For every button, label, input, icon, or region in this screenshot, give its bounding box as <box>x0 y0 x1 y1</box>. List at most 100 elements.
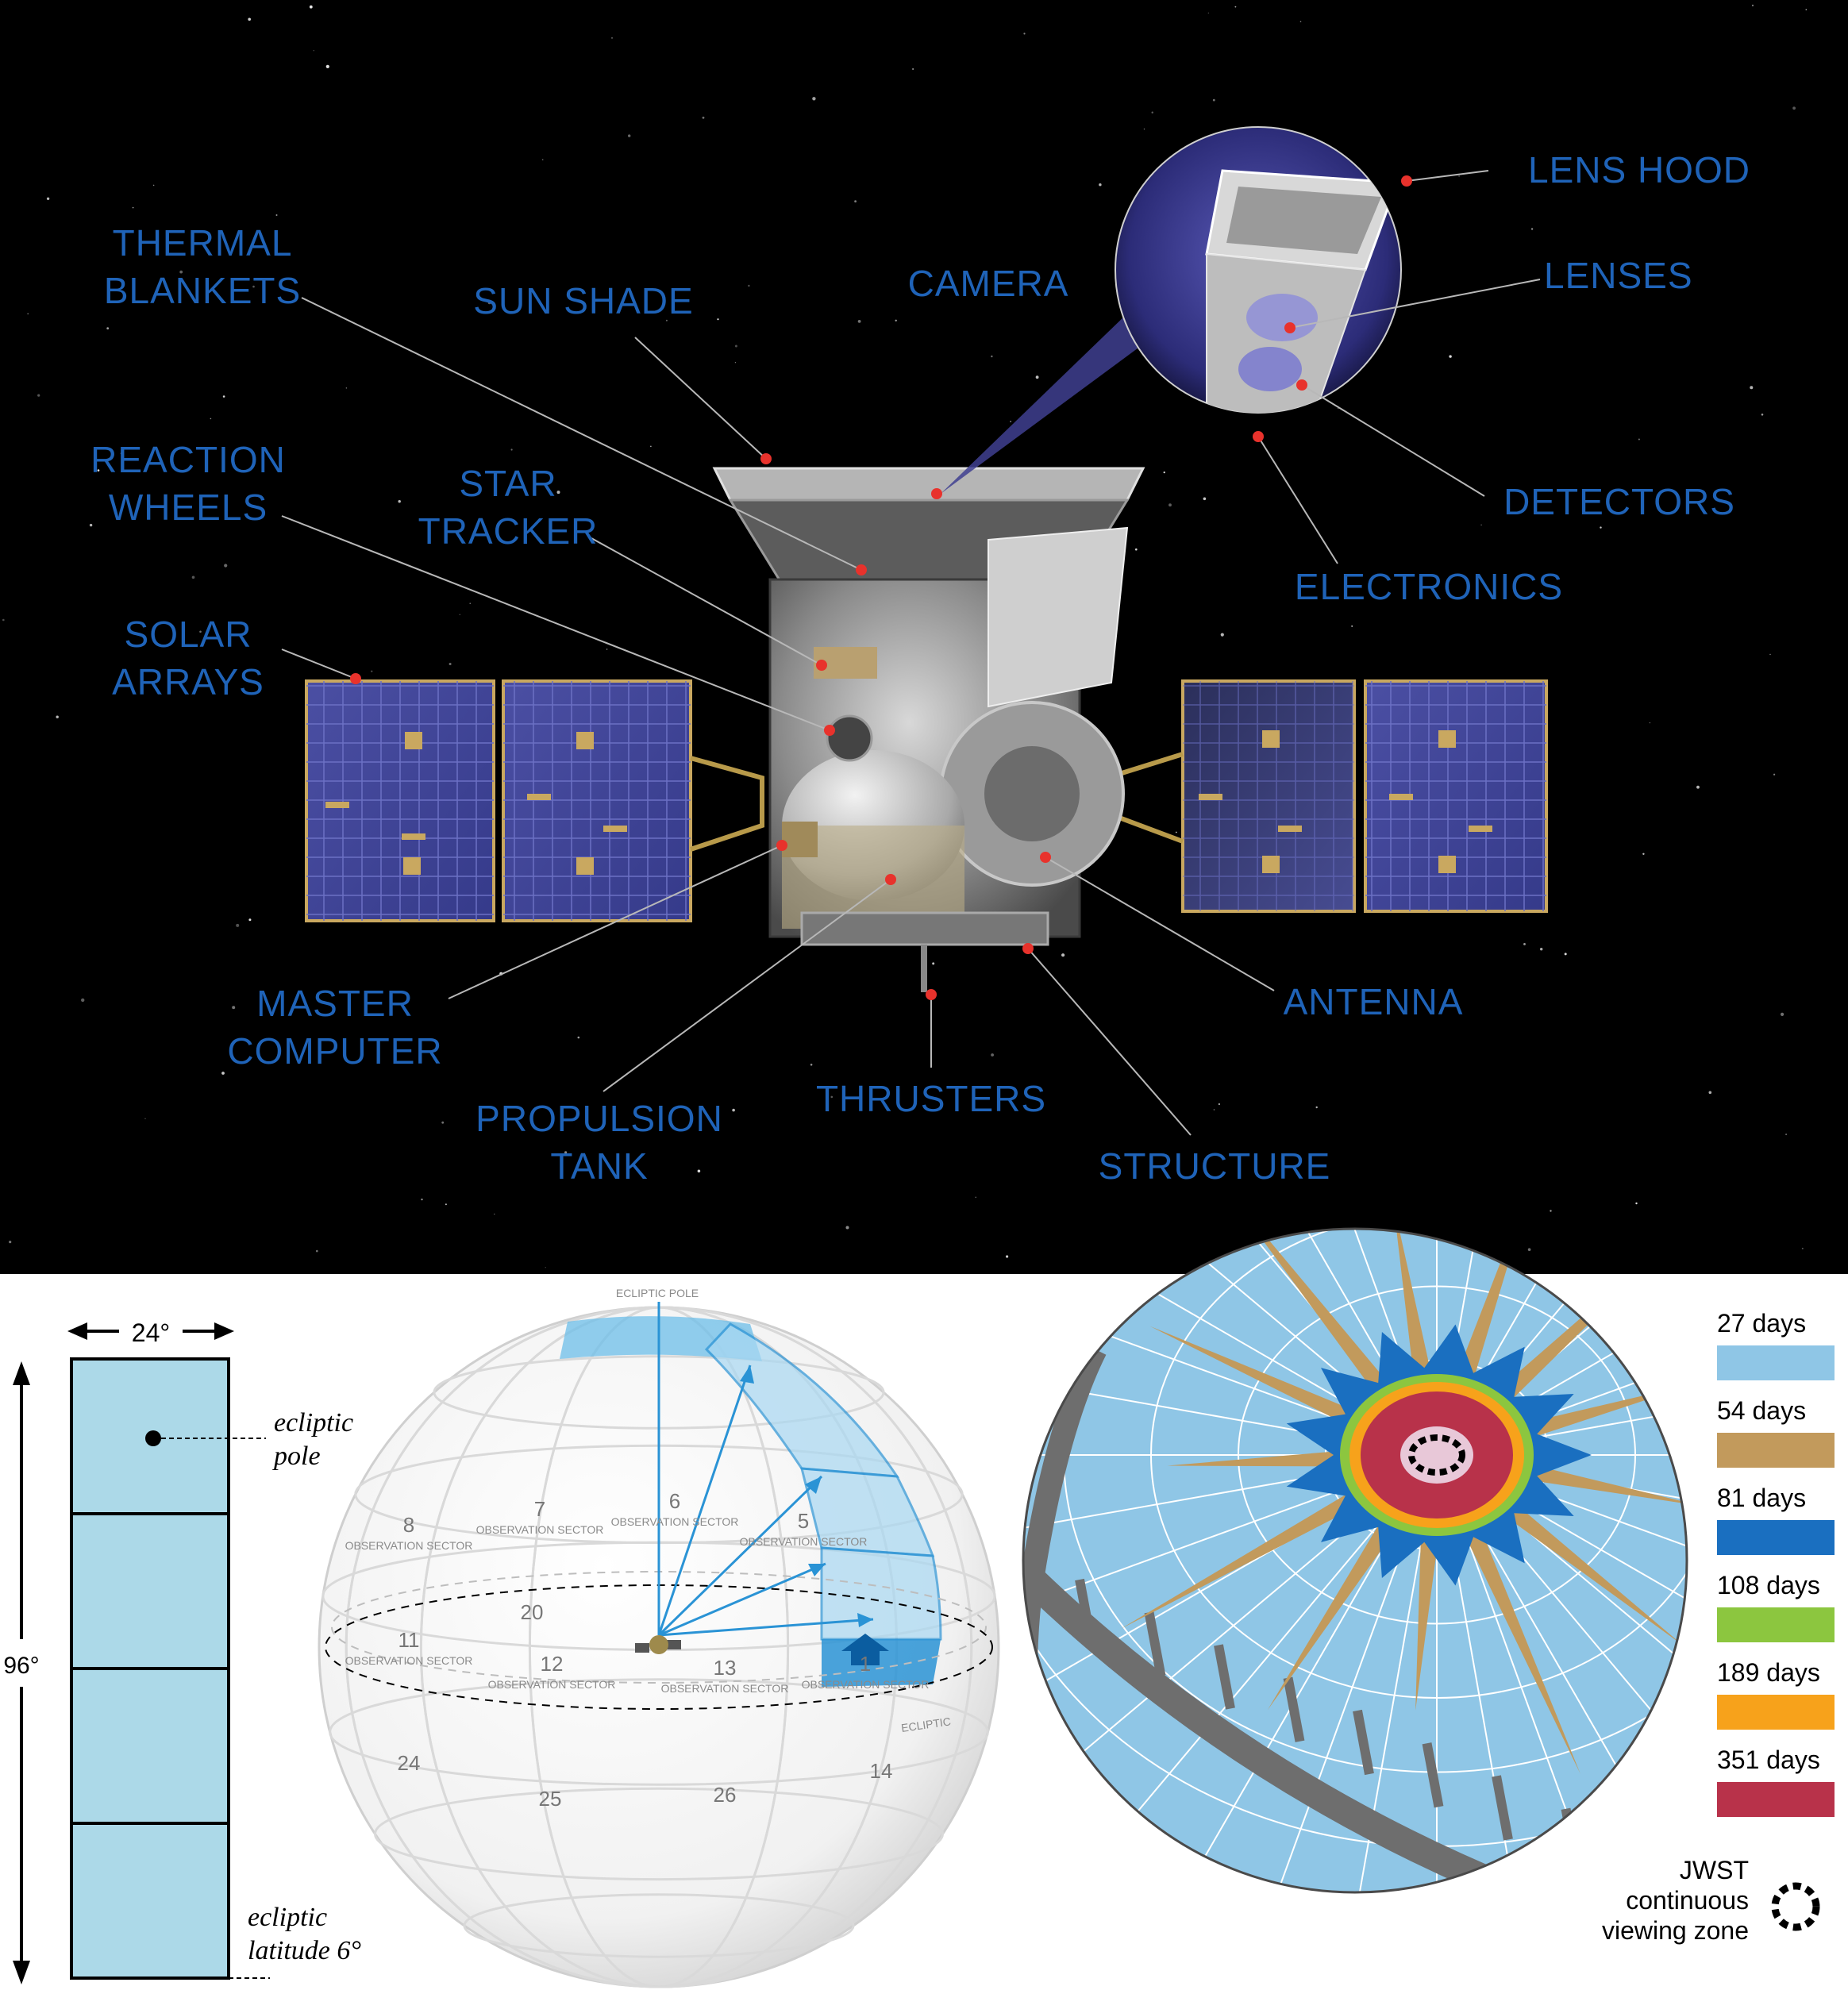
star <box>1750 386 1754 390</box>
star <box>854 200 857 203</box>
star <box>1708 1091 1712 1095</box>
leader-line-thermal-blankets <box>301 297 862 571</box>
marker-camera <box>931 488 942 499</box>
star <box>1530 228 1534 230</box>
gap-tick <box>1561 1807 1583 1873</box>
star <box>1600 526 1602 529</box>
leader-line-lenses <box>1289 279 1541 329</box>
star <box>1163 472 1165 474</box>
star <box>1151 111 1153 114</box>
sector-20: 20 <box>521 1600 544 1624</box>
callout-master-computer: MASTER <box>256 983 414 1024</box>
callout-lenses: LENSES <box>1544 255 1693 296</box>
star <box>1135 548 1138 551</box>
sector-25: 25 <box>539 1787 562 1811</box>
star <box>991 355 993 358</box>
leader-line-star-tracker <box>591 537 822 666</box>
sector-number: 12 <box>541 1652 564 1676</box>
camera-field-4 <box>70 1822 230 1980</box>
star <box>252 285 255 288</box>
marker-lenses <box>1284 322 1296 333</box>
star <box>1805 9 1808 10</box>
star <box>545 1267 546 1268</box>
star <box>1785 1134 1788 1136</box>
sector-number: 13 <box>714 1656 737 1680</box>
star <box>1781 1012 1784 1016</box>
marker-solar-arrays <box>350 673 361 684</box>
star <box>1550 1210 1552 1212</box>
petal <box>1149 1326 1355 1426</box>
star <box>556 491 560 495</box>
star <box>9 1241 12 1244</box>
star <box>1761 414 1764 416</box>
star <box>1792 106 1796 110</box>
star <box>371 670 373 672</box>
callout-structure: STRUCTURE <box>1099 1145 1331 1187</box>
callout-thermal-blankets: BLANKETS <box>104 270 301 311</box>
gap-tick <box>1214 1644 1235 1710</box>
petal <box>1466 1531 1580 1774</box>
sector-number: 20 <box>521 1600 544 1624</box>
star <box>912 68 914 70</box>
coverage-legend: 27 days 54 days 81 days 108 days 189 days 351… <box>1717 1309 1835 1817</box>
solar-array-right <box>1117 679 1548 913</box>
star <box>697 1169 701 1173</box>
star <box>1696 785 1700 789</box>
star <box>717 318 719 321</box>
star <box>236 923 240 927</box>
leader-line-sun-shade <box>634 337 767 460</box>
star <box>221 1072 225 1075</box>
callout-lens-hood: LENS HOOD <box>1528 149 1750 191</box>
star <box>325 64 329 68</box>
star <box>248 918 252 922</box>
spacecraft-body <box>712 467 1145 992</box>
sector-labels: 1 OBSERVATION SECTOR 5 OBSERVATION SECTOR 6 O… <box>345 1489 930 1811</box>
star <box>132 206 134 209</box>
leader-line-lens-hood <box>1406 170 1489 182</box>
star <box>650 445 652 447</box>
sector-24: 24 <box>398 1751 421 1775</box>
leader-line-antenna <box>1045 856 1275 991</box>
star <box>222 395 225 398</box>
star <box>1527 1248 1531 1251</box>
legend-swatch <box>1717 1345 1835 1380</box>
star <box>1642 853 1645 856</box>
marker-electronics <box>1253 431 1264 442</box>
legend-item: 54 days <box>1717 1396 1835 1468</box>
legend-label: 108 days <box>1717 1571 1820 1599</box>
star <box>27 313 29 315</box>
star <box>1351 625 1353 627</box>
star <box>541 159 544 160</box>
star <box>210 418 212 420</box>
star <box>445 1203 447 1206</box>
vector-arrowheads <box>740 1365 873 1627</box>
star <box>1769 653 1771 656</box>
jwst-cvz-legend-icon <box>1771 1882 1820 1931</box>
star <box>275 214 278 216</box>
sector-number: 1 <box>860 1652 871 1676</box>
petal <box>1167 1450 1342 1467</box>
star <box>702 116 705 119</box>
star <box>564 1151 568 1154</box>
star <box>248 17 252 21</box>
star <box>1449 355 1452 358</box>
star <box>842 1106 845 1109</box>
star <box>1564 953 1567 956</box>
star <box>577 1036 580 1039</box>
star <box>232 1006 236 1010</box>
pointing-vectors <box>657 1302 874 1637</box>
sector-5: 5 OBSERVATION SECTOR <box>740 1509 868 1548</box>
legend-swatch <box>1717 1433 1835 1468</box>
latitude-label-line1: ecliptic <box>248 1903 327 1932</box>
sector-number: 7 <box>534 1497 545 1521</box>
marker-lens-hood <box>1401 175 1412 187</box>
sector-6: 6 OBSERVATION SECTOR <box>611 1489 739 1528</box>
petal <box>1267 1524 1394 1711</box>
star <box>316 1249 318 1253</box>
star <box>398 500 401 503</box>
star <box>81 998 85 1003</box>
marker-propulsion-tank <box>885 874 896 885</box>
